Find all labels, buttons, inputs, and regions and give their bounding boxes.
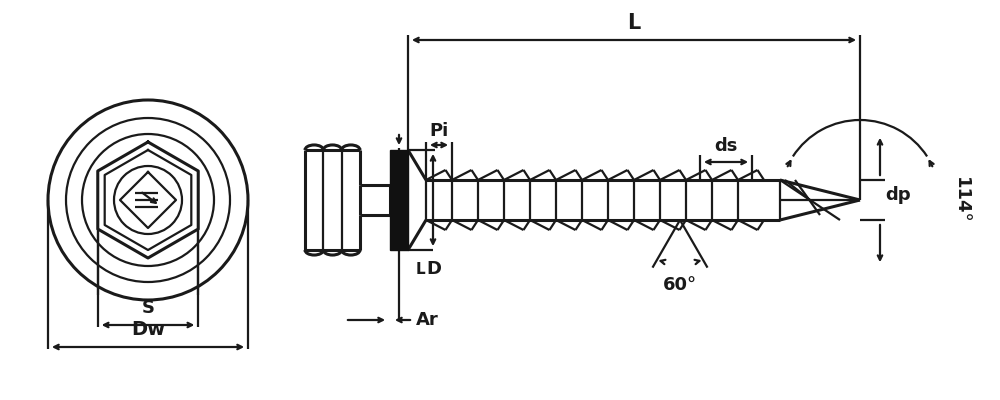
Text: L: L	[416, 262, 426, 277]
Text: 114°: 114°	[952, 177, 970, 223]
Text: 60°: 60°	[663, 276, 697, 294]
Text: L: L	[627, 13, 641, 33]
Text: Pi: Pi	[429, 122, 449, 140]
Text: Dw: Dw	[131, 320, 165, 339]
Text: dp: dp	[885, 186, 911, 204]
Text: Ar: Ar	[416, 311, 439, 329]
Text: ds: ds	[714, 137, 738, 155]
Text: D: D	[426, 260, 441, 278]
Bar	[390, 150, 408, 250]
Text: S: S	[142, 299, 154, 317]
